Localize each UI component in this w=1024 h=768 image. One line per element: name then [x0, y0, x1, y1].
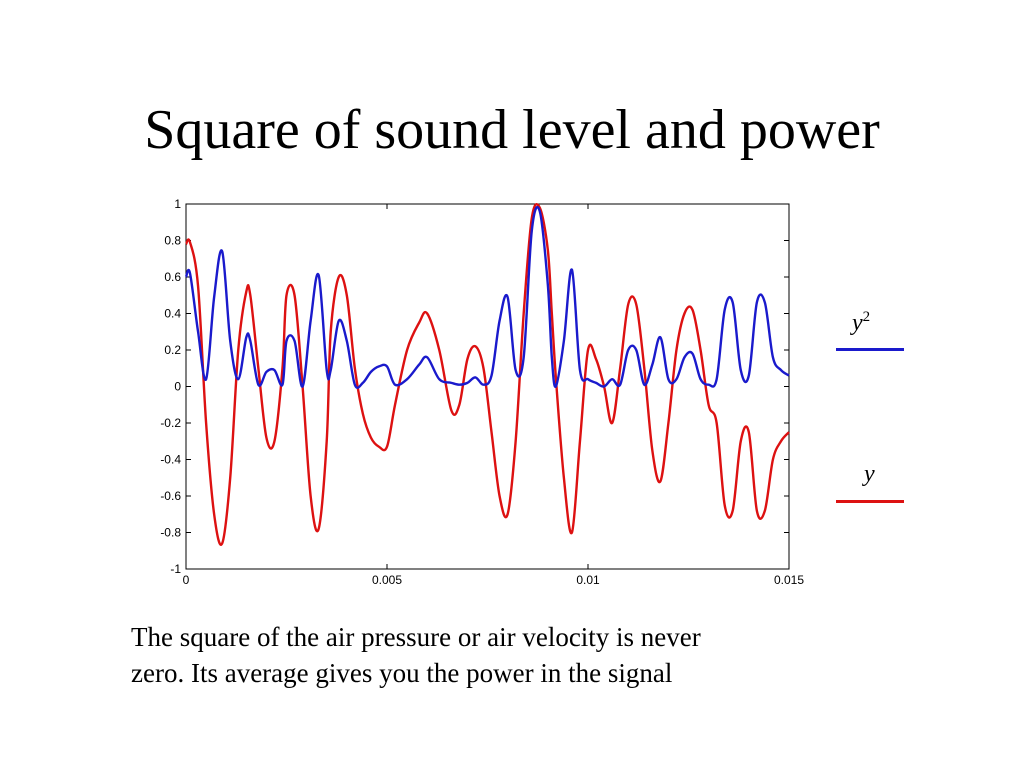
legend-label-y-text: y	[864, 461, 875, 487]
legend-line-y-squared	[836, 348, 904, 351]
slide-title: Square of sound level and power	[144, 99, 880, 161]
x-tick-label-2: 0.01	[576, 573, 600, 587]
x-tick-label-1: 0.005	[372, 573, 402, 587]
x-tick-label-3: 0.015	[774, 573, 804, 587]
y-tick-label-3: 0.4	[164, 307, 181, 321]
legend-label-y: y	[864, 462, 875, 486]
series-line-y-squared	[184, 206, 790, 389]
y-tick-label-8: -0.6	[160, 489, 181, 503]
y-tick-label-1: 0.8	[164, 234, 181, 248]
y-tick-label-6: -0.2	[160, 416, 181, 430]
plot-frame	[185, 203, 790, 570]
y-tick-label-10: -1	[170, 562, 181, 576]
y-axis: 1 0.8 0.6 0.4 0.2 0 -0.2 -0.4 -0.6 -0.8 -1	[160, 197, 789, 576]
legend-label-y-squared: y2	[852, 309, 871, 336]
legend-label-y-squared-text: y	[852, 310, 863, 336]
x-axis: 0 0.005 0.01 0.015	[183, 204, 804, 587]
y-tick-label-7: -0.4	[160, 453, 181, 467]
legend-line-y	[836, 500, 904, 503]
legend-label-y-squared-exponent: 2	[862, 309, 871, 325]
y-tick-label-5: 0	[174, 380, 181, 394]
y-tick-label-9: -0.8	[160, 526, 181, 540]
caption-line-2: zero. Its average gives you the power in…	[131, 658, 673, 688]
caption: The square of the air pressure or air ve…	[131, 619, 891, 691]
y-tick-label-0: 1	[174, 197, 181, 211]
y-tick-label-2: 0.6	[164, 270, 181, 284]
y-tick-label-4: 0.2	[164, 343, 181, 357]
x-tick-label-0: 0	[183, 573, 190, 587]
series-layer	[184, 202, 790, 546]
caption-line-1: The square of the air pressure or air ve…	[131, 622, 701, 652]
series-line-y	[184, 202, 790, 546]
